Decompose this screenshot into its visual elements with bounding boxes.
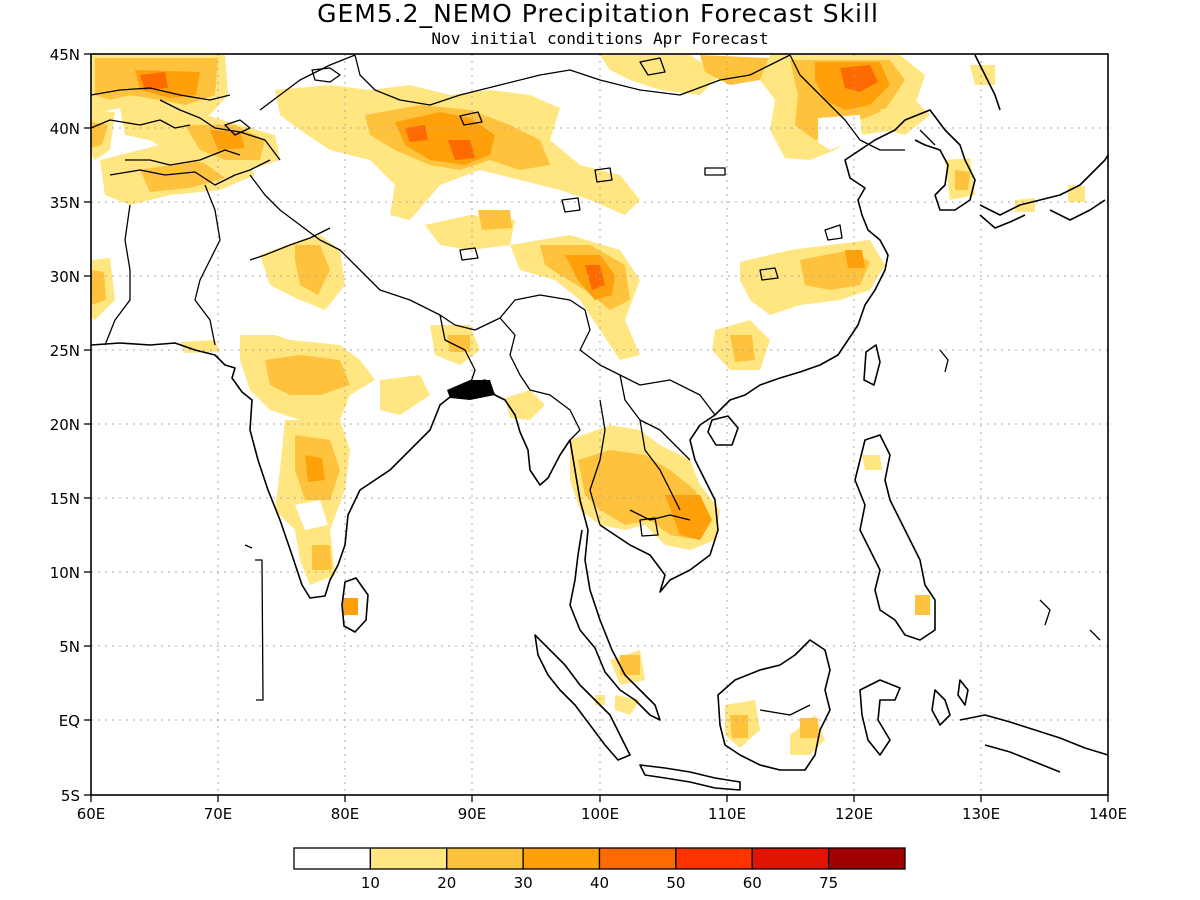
lat-label: 25N	[50, 342, 80, 360]
colorbar-label: 50	[666, 874, 685, 892]
lat-label: 5S	[61, 787, 80, 805]
lat-label: 30N	[50, 268, 80, 286]
map-subtitle: Nov initial conditions Apr Forecast	[431, 29, 768, 48]
latitude-labels: 45N 40N 35N 30N 25N 20N 15N 10N 5N EQ 5S	[50, 46, 80, 805]
colorbar-swatch	[369, 847, 448, 870]
axis-ticks	[84, 53, 1109, 802]
lon-label: 60E	[77, 805, 106, 823]
lon-label: 130E	[962, 805, 1000, 823]
lat-label: EQ	[59, 712, 80, 730]
colorbar-label: 20	[437, 874, 456, 892]
map-plot-area	[90, 53, 1109, 796]
colorbar-swatch	[446, 847, 524, 870]
lat-label: 45N	[50, 46, 80, 64]
lat-label: 35N	[50, 194, 80, 212]
lat-label: 10N	[50, 564, 80, 582]
lon-label: 80E	[331, 805, 360, 823]
lat-label: 15N	[50, 490, 80, 508]
colorbar-swatch	[751, 847, 830, 870]
lon-label: 140E	[1089, 805, 1127, 823]
lon-label: 90E	[458, 805, 487, 823]
coastlines	[90, 54, 1109, 791]
colorbar-label: 60	[743, 874, 762, 892]
colorbar-label: 30	[514, 874, 533, 892]
lon-label: 70E	[204, 805, 233, 823]
map-title: GEM5.2_NEMO Precipitation Forecast Skill	[317, 0, 879, 28]
colorbar-label: 40	[590, 874, 609, 892]
colorbar-swatch	[598, 847, 677, 870]
lakes-islands	[224, 57, 1101, 701]
lat-lon-grid	[91, 54, 1108, 795]
country-borders	[90, 54, 936, 716]
lon-label: 100E	[581, 805, 619, 823]
colorbar-legend: 10 20 30 40 50 60 75	[293, 847, 906, 892]
lon-label: 110E	[708, 805, 746, 823]
colorbar-label: 75	[819, 874, 838, 892]
colorbar-swatch	[522, 847, 601, 870]
lat-label: 40N	[50, 120, 80, 138]
colorbar-swatch	[827, 847, 906, 870]
lat-label: 5N	[59, 638, 80, 656]
lat-label: 20N	[50, 416, 80, 434]
colorbar-label: 10	[361, 874, 380, 892]
colorbar-swatch	[675, 847, 753, 870]
lon-label: 120E	[835, 805, 873, 823]
longitude-labels: 60E 70E 80E 90E 100E 110E 120E 130E 140E	[77, 805, 1127, 823]
colorbar-swatch	[293, 847, 372, 870]
